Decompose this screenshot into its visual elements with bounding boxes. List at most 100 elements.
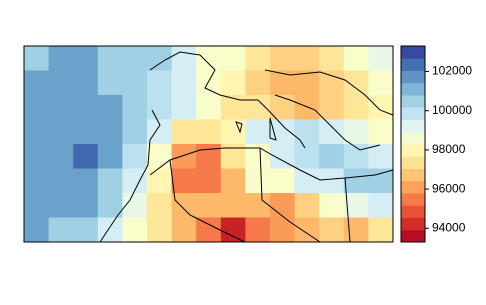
cell bbox=[97, 168, 123, 194]
colorbar-band bbox=[401, 180, 425, 194]
cell bbox=[196, 144, 222, 169]
cell bbox=[245, 217, 271, 243]
colorbar-band bbox=[401, 82, 425, 96]
border bbox=[264, 69, 394, 116]
colorbar-tick-label: 102000 bbox=[432, 64, 472, 78]
cell bbox=[270, 168, 296, 194]
cell bbox=[270, 46, 296, 71]
cell bbox=[48, 95, 74, 120]
cell bbox=[171, 46, 197, 71]
cell bbox=[122, 217, 148, 243]
colorbar-tick-label: 98000 bbox=[432, 142, 466, 156]
cell bbox=[48, 193, 74, 218]
cell bbox=[343, 168, 369, 194]
cell bbox=[122, 144, 148, 169]
cell bbox=[147, 95, 173, 120]
heatmap bbox=[24, 46, 394, 243]
cell bbox=[73, 70, 99, 96]
cell bbox=[147, 193, 173, 218]
cell bbox=[294, 168, 320, 194]
cell bbox=[343, 70, 369, 96]
cell bbox=[122, 95, 148, 120]
cell bbox=[196, 168, 222, 194]
cell bbox=[48, 70, 74, 96]
cell bbox=[97, 144, 123, 169]
cell bbox=[368, 46, 394, 71]
cell bbox=[270, 193, 296, 218]
cell bbox=[368, 119, 394, 145]
map-frame bbox=[23, 45, 394, 243]
cell bbox=[147, 144, 173, 169]
cell bbox=[270, 70, 296, 96]
cell bbox=[48, 144, 74, 169]
coastlines bbox=[99, 51, 394, 243]
cell bbox=[294, 46, 320, 71]
cell bbox=[245, 193, 271, 218]
cell bbox=[319, 193, 345, 218]
colorbar-band bbox=[401, 131, 425, 145]
cell bbox=[196, 46, 222, 71]
cell bbox=[73, 119, 99, 145]
colorbar-band bbox=[401, 46, 425, 59]
cell bbox=[147, 217, 173, 243]
cell bbox=[196, 70, 222, 96]
colorbar-tick-label: 94000 bbox=[432, 220, 466, 234]
cell bbox=[48, 46, 74, 71]
colorbar-band bbox=[401, 144, 425, 157]
cell bbox=[368, 168, 394, 194]
cell bbox=[319, 95, 345, 120]
cell bbox=[73, 46, 99, 71]
cell bbox=[97, 70, 123, 96]
cell bbox=[343, 46, 369, 71]
cell bbox=[343, 95, 369, 120]
cell bbox=[294, 193, 320, 218]
colorbar-band bbox=[401, 217, 425, 231]
cell bbox=[48, 217, 74, 243]
cell bbox=[245, 119, 271, 145]
cell bbox=[294, 119, 320, 145]
cell bbox=[294, 144, 320, 169]
cell bbox=[294, 217, 320, 243]
colorbar-band bbox=[401, 70, 425, 84]
cell bbox=[220, 168, 246, 194]
cell bbox=[319, 46, 345, 71]
cell bbox=[24, 168, 50, 194]
cell bbox=[97, 217, 123, 243]
cell bbox=[171, 193, 197, 218]
coastline bbox=[149, 147, 394, 181]
cell bbox=[73, 168, 99, 194]
cell bbox=[97, 95, 123, 120]
cell bbox=[24, 70, 50, 96]
cell bbox=[24, 217, 50, 243]
colorbar-band bbox=[401, 168, 425, 182]
colorbar: 94000 96000 98000 100000 102000 bbox=[401, 46, 472, 243]
cell bbox=[220, 95, 246, 120]
cell bbox=[220, 70, 246, 96]
cell bbox=[319, 70, 345, 96]
colorbar-band bbox=[401, 193, 425, 206]
coastline bbox=[257, 94, 381, 151]
colorbar-band bbox=[401, 58, 425, 71]
cell bbox=[368, 70, 394, 96]
cell bbox=[171, 168, 197, 194]
cell bbox=[24, 119, 50, 145]
cell bbox=[319, 217, 345, 243]
cell bbox=[171, 70, 197, 96]
colorbar-band bbox=[401, 156, 425, 169]
cell bbox=[171, 217, 197, 243]
cell bbox=[147, 168, 173, 194]
cell bbox=[319, 144, 345, 169]
cell bbox=[48, 119, 74, 145]
cell bbox=[171, 144, 197, 169]
cell bbox=[220, 217, 246, 243]
cell bbox=[24, 46, 50, 71]
cell bbox=[220, 193, 246, 218]
cell bbox=[368, 217, 394, 243]
cell bbox=[171, 95, 197, 120]
cell bbox=[122, 119, 148, 145]
colorbar-tick-label: 100000 bbox=[432, 103, 472, 117]
cell bbox=[24, 144, 50, 169]
colorbar-band bbox=[401, 95, 425, 108]
cell bbox=[196, 193, 222, 218]
